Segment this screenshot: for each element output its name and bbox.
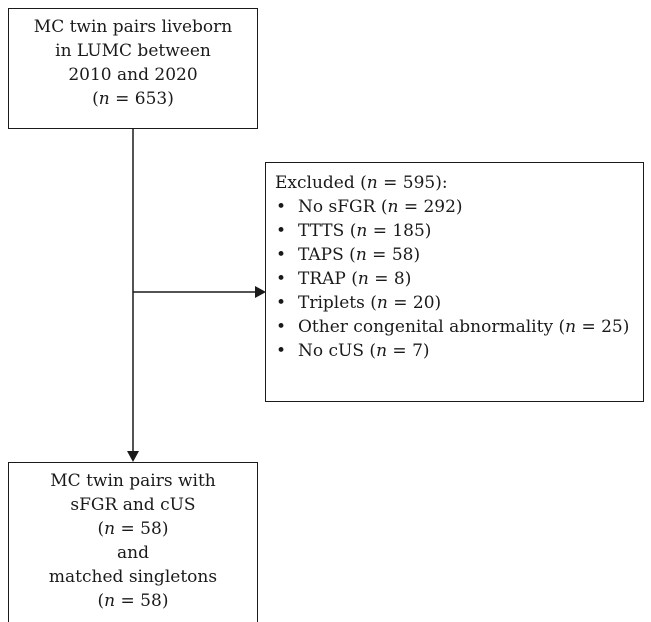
excluded-item-count: = 7 (387, 341, 423, 361)
excluded-heading: Excluded (n = 595): (275, 171, 643, 195)
bullet: • (276, 293, 287, 313)
bullet: • (276, 341, 287, 361)
box-bottom-line-2: sFGR and cUS (70, 495, 196, 515)
box-top-line-1: MC twin pairs liveborn (33, 17, 233, 37)
n-symbol: n (104, 591, 116, 611)
n-symbol: n (357, 269, 369, 289)
n-symbol: n (355, 245, 367, 265)
excluded-list: • No sFGR (n = 292) • TTTS (n = 185) • TAPS… (275, 195, 643, 363)
excluded-heading-suffix: ): (435, 173, 448, 193)
box-bottom-and: and (117, 543, 149, 563)
excluded-item-label: TAPS (298, 245, 344, 265)
n-symbol: n (98, 89, 110, 109)
box-bottom-line-1: MC twin pairs with (50, 471, 216, 491)
excluded-item: • No sFGR (n = 292) (276, 197, 463, 217)
n-symbol: n (366, 173, 378, 193)
bullet: • (276, 245, 287, 265)
excluded-item-label: No cUS (298, 341, 365, 361)
bullet: • (276, 269, 287, 289)
excluded-item: • TRAP (n = 8) (276, 269, 412, 289)
box-top-count: (n = 653) (92, 89, 174, 109)
count-value: = 58 (115, 591, 162, 611)
excluded-item-label: Other congenital abnormality (298, 317, 554, 337)
box-liveborn-twins: MC twin pairs liveborn in LUMC between 2… (8, 8, 258, 129)
excluded-item: • TTTS (n = 185) (276, 221, 432, 241)
count-value: = 653 (109, 89, 168, 109)
arrowhead-right (255, 286, 266, 298)
n-symbol: n (356, 221, 368, 241)
excluded-item: • Other congenital abnormality (n = 25) (276, 317, 630, 337)
excluded-item: • Triplets (n = 20) (276, 293, 442, 313)
box-bottom-line-3: matched singletons (48, 567, 218, 587)
n-symbol: n (565, 317, 577, 337)
excluded-total: = 595 (377, 173, 436, 193)
excluded-item-count: = 292 (398, 197, 456, 217)
box-included-cohort: MC twin pairs with sFGR and cUS (n = 58)… (8, 462, 258, 622)
excluded-item-count: = 25 (576, 317, 623, 337)
excluded-item-count: = 8 (368, 269, 405, 289)
n-symbol: n (376, 341, 388, 361)
box-excluded: Excluded (n = 595): • No sFGR (n = 292) •… (265, 162, 644, 402)
n-symbol: n (376, 293, 388, 313)
arrowhead-down (127, 451, 139, 462)
excluded-item-label: No sFGR (298, 197, 376, 217)
excluded-heading-label: Excluded ( (275, 173, 367, 193)
excluded-item-label: TTTS (298, 221, 345, 241)
bullet: • (276, 221, 287, 241)
box-top-line-2: in LUMC between (55, 41, 211, 61)
n-symbol: n (387, 197, 399, 217)
excluded-item-label: TRAP (298, 269, 346, 289)
excluded-item-count: = 185 (367, 221, 425, 241)
excluded-item-count: = 58 (366, 245, 414, 265)
count-value: = 58 (115, 519, 162, 539)
box-top-line-3: 2010 and 2020 (68, 65, 198, 85)
n-symbol: n (104, 519, 116, 539)
box-bottom-count-1: (n = 58) (97, 519, 169, 539)
excluded-item: • No cUS (n = 7) (276, 341, 430, 361)
bullet: • (276, 317, 287, 337)
excluded-item-count: = 20 (387, 293, 435, 313)
excluded-item: • TAPS (n = 58) (276, 245, 421, 265)
box-bottom-count-2: (n = 58) (97, 591, 169, 611)
excluded-item-label: Triplets (298, 293, 365, 313)
bullet: • (276, 197, 287, 217)
